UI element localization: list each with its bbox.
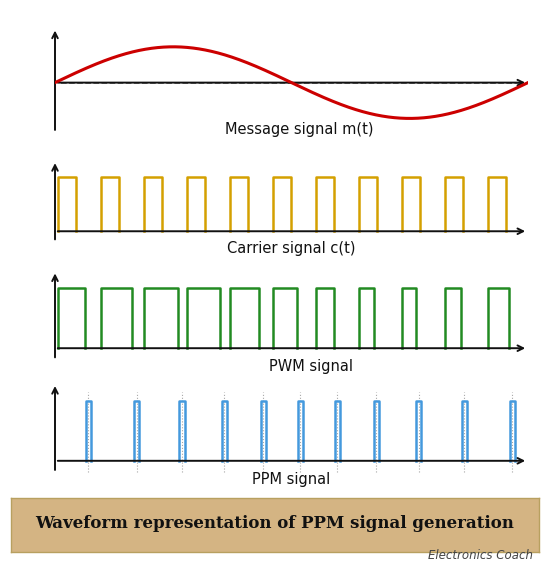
Text: PWM signal: PWM signal: [269, 359, 353, 374]
Text: PPM signal: PPM signal: [252, 472, 331, 486]
Text: Message signal m(t): Message signal m(t): [225, 122, 373, 137]
Text: Waveform representation of PPM signal generation: Waveform representation of PPM signal ge…: [36, 516, 514, 533]
Text: Electronics Coach: Electronics Coach: [428, 549, 534, 562]
Text: Carrier signal c(t): Carrier signal c(t): [227, 241, 356, 256]
